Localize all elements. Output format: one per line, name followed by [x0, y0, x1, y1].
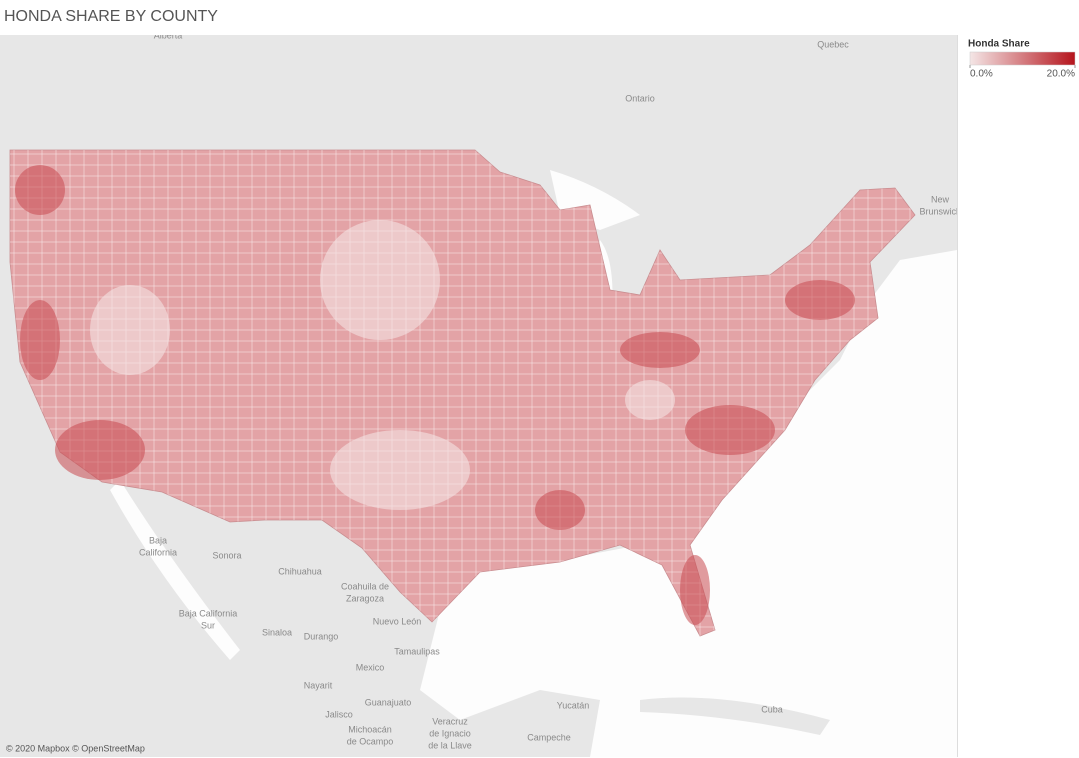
place-label: de Ocampo [347, 736, 394, 746]
cuba-land [640, 697, 830, 735]
place-label: Zaragoza [346, 593, 384, 603]
legend-ticks: 0.0% 20.0% [969, 65, 1076, 80]
great-lakes [550, 170, 790, 310]
place-label: Sur [201, 620, 215, 630]
map: Alberta Quebec Ontario New Brunswick Baja Cali… [0, 30, 961, 757]
place-label: de Ignacio [429, 728, 471, 738]
place-label: Nuevo León [373, 616, 422, 626]
place-label: Baja California [179, 608, 238, 618]
place-labels: Alberta Quebec Ontario New Brunswick Baja Cali… [139, 30, 961, 750]
place-label: Jalisco [325, 709, 353, 719]
place-label: Alberta [154, 30, 183, 40]
place-label: Michoacán [348, 724, 392, 734]
place-label: Cuba [761, 704, 783, 714]
place-label: Mexico [356, 662, 385, 672]
legend-title: Honda Share [968, 39, 1030, 50]
dark-regions [15, 165, 855, 625]
place-label: Yucatán [557, 700, 590, 710]
place-label: de la Llave [428, 740, 472, 750]
legend-label: 0.0% [970, 69, 993, 80]
place-label: Baja [149, 535, 167, 545]
place-label: Chihuahua [278, 566, 322, 576]
place-label: Coahuila de [341, 581, 389, 591]
gulf-california [110, 480, 240, 660]
legend-gradient [969, 51, 1076, 66]
place-label: Guanajuato [365, 697, 412, 707]
place-label: Veracruz [432, 716, 468, 726]
place-label: Ontario [625, 93, 655, 103]
attribution: © 2020 Mapbox © OpenStreetMap [6, 743, 145, 753]
place-label: Campeche [527, 732, 571, 742]
place-label: Brunswick [919, 206, 961, 216]
title: HONDA SHARE BY COUNTY [4, 8, 218, 25]
place-label: Nayarit [304, 680, 333, 690]
place-label: Tamaulipas [394, 646, 440, 656]
place-label: Sinaloa [262, 627, 292, 637]
place-label: Durango [304, 631, 339, 641]
legend-label: 20.0% [1047, 69, 1075, 80]
place-label: Sonora [212, 550, 241, 560]
light-regions [90, 220, 675, 510]
place-label: California [139, 547, 177, 557]
county-borders [10, 150, 915, 636]
place-label: New [931, 194, 950, 204]
place-label: Quebec [817, 39, 849, 49]
